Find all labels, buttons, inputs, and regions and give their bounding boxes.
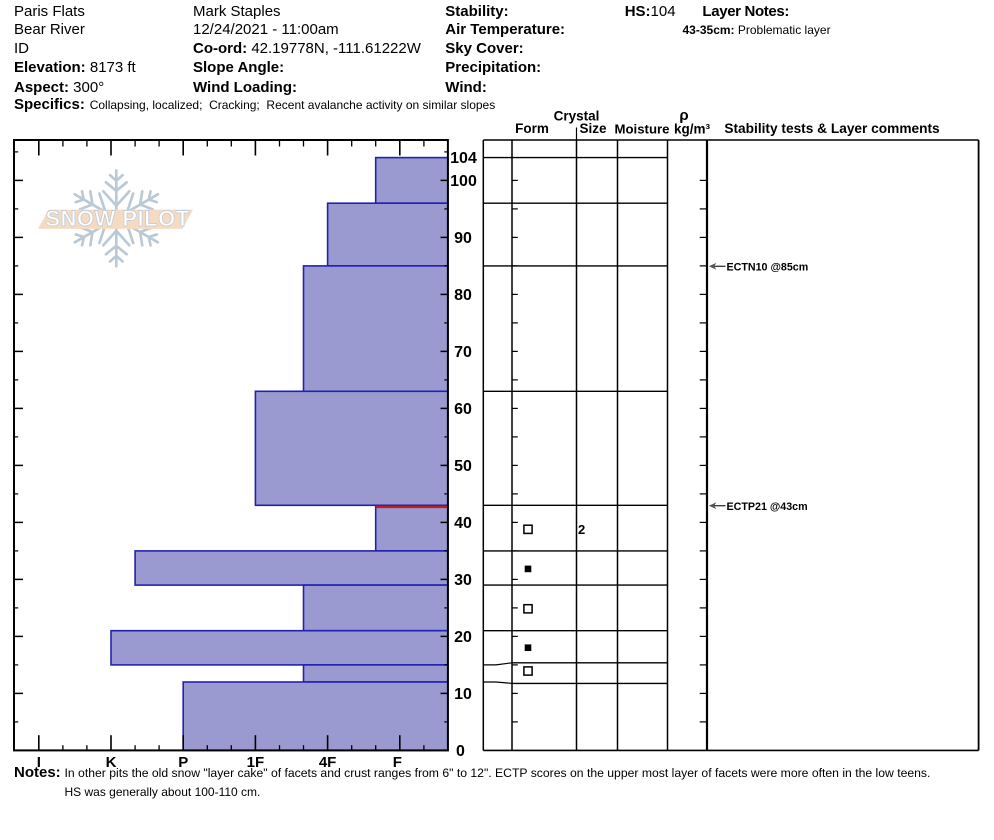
svg-text:ECTP21 @43cm: ECTP21 @43cm — [727, 501, 808, 513]
svg-text:20: 20 — [454, 629, 472, 646]
svg-text:K: K — [106, 754, 117, 771]
svg-text:Moisture: Moisture — [615, 121, 670, 136]
svg-text:60: 60 — [454, 401, 472, 418]
svg-text:90: 90 — [454, 230, 472, 247]
svg-text:F: F — [393, 754, 402, 771]
svg-text:10: 10 — [454, 686, 472, 703]
svg-text:1F: 1F — [247, 754, 265, 771]
svg-text:70: 70 — [454, 344, 472, 361]
svg-text:80: 80 — [454, 287, 472, 304]
svg-text:Crystal: Crystal — [554, 109, 600, 124]
svg-text:Stability tests & Layer commen: Stability tests & Layer comments — [724, 121, 940, 136]
svg-text:Size: Size — [579, 121, 607, 136]
svg-text:Form: Form — [515, 121, 549, 136]
svg-text:SNOW PILOT: SNOW PILOT — [45, 206, 189, 231]
svg-text:kg/m³: kg/m³ — [674, 121, 711, 136]
svg-text:0: 0 — [456, 743, 465, 760]
svg-text:40: 40 — [454, 515, 472, 532]
svg-text:100: 100 — [450, 173, 477, 190]
svg-text:ρ: ρ — [679, 107, 688, 124]
svg-text:4F: 4F — [319, 754, 337, 771]
svg-text:P: P — [178, 754, 188, 771]
svg-text:104: 104 — [450, 150, 477, 167]
svg-text:50: 50 — [454, 458, 472, 475]
svg-text:ECTN10 @85cm: ECTN10 @85cm — [727, 261, 809, 273]
svg-text:I: I — [37, 754, 41, 771]
svg-text:30: 30 — [454, 572, 472, 589]
svg-text:2: 2 — [578, 522, 585, 537]
